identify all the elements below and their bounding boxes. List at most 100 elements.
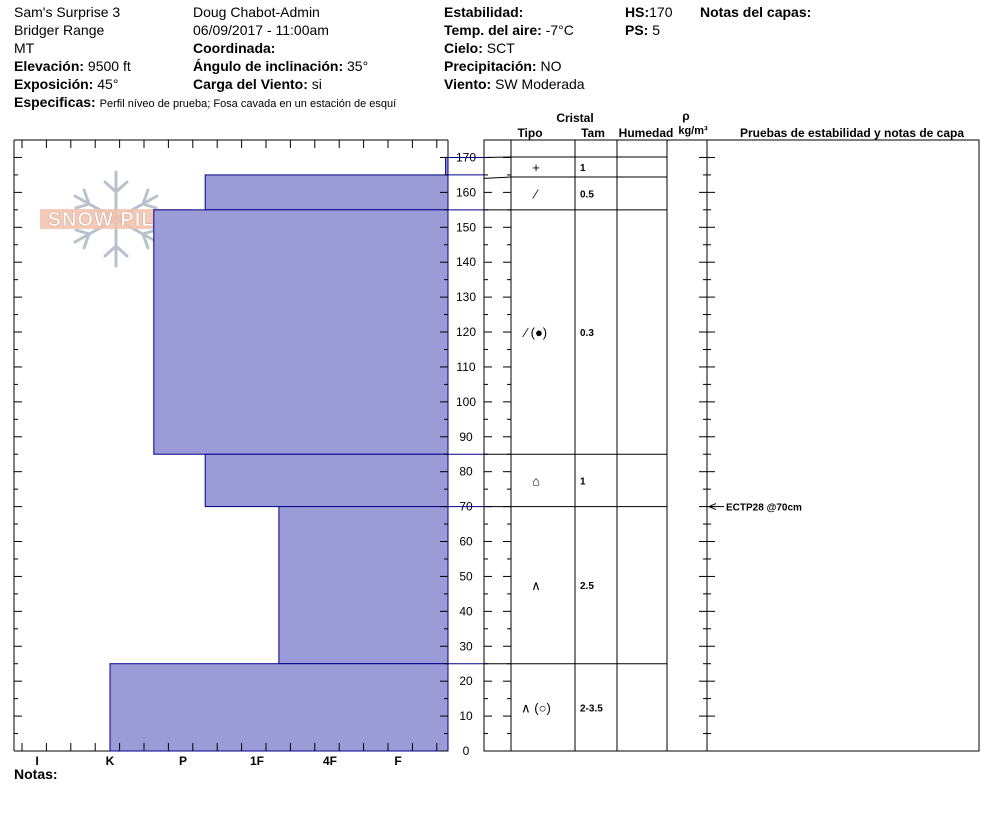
wind-value: SW Moderada	[495, 76, 585, 92]
grain-type-symbol: ⁄ (●)	[522, 325, 547, 340]
test-arrow-head	[707, 503, 717, 511]
grain-size-label: 0.3	[580, 328, 594, 339]
layer-link	[483, 176, 512, 179]
layer-details: +1 ⁄ 0.5 ⁄ (●) 0.3 ⌂ 1 ∧ 2.5 ∧ (○) 2-3.5	[521, 160, 603, 715]
grain-type-symbol: ⌂	[532, 473, 540, 488]
depth-tick-label: 120	[456, 325, 476, 339]
depth-tick-label: 0	[463, 744, 470, 758]
col-density-symbol: ρ	[682, 109, 689, 123]
hardness-tick-label: F	[394, 754, 401, 768]
slope-label: Ángulo de inclinación:	[193, 58, 344, 74]
depth-tick-label: 30	[459, 639, 473, 653]
hardness-bar	[278, 506, 449, 665]
aspect-value: 45°	[97, 76, 119, 92]
depth-tick-label: 50	[459, 569, 473, 583]
state-name: MT	[14, 40, 35, 56]
specifics: Especificas: Perfil níveo de prueba; Fos…	[14, 94, 396, 112]
hardness-bar	[109, 663, 449, 752]
hardness-tick-label: 1F	[250, 754, 264, 768]
col-density-unit: kg/m³	[678, 125, 708, 137]
depth-tick-label: 140	[456, 255, 476, 269]
hardness-tick-label: 4F	[323, 754, 337, 768]
depth-axis: 0102030405060708090100110120130140150160…	[14, 150, 715, 758]
hardness-bar	[445, 156, 449, 176]
aspect: Exposición: 45°	[14, 76, 118, 92]
site-name: Sam's Surprise 3	[14, 4, 121, 20]
hs: HS:170	[625, 4, 672, 20]
test-label: ECTP28 @70cm	[726, 503, 802, 514]
grain-type-symbol: ⁄	[532, 186, 539, 201]
air-temp-value: -7°C	[545, 22, 574, 38]
elevation: Elevación: 9500 ft	[14, 58, 131, 74]
depth-tick-label: 60	[459, 535, 473, 549]
depth-tick-label: 150	[456, 220, 476, 234]
hs-label: HS:	[625, 4, 650, 20]
notes-label: Notas:	[14, 766, 58, 782]
datetime: 06/09/2017 - 11:00am	[193, 22, 329, 38]
grain-type-symbol: ∧	[531, 578, 541, 593]
layer-boundaries	[448, 156, 667, 665]
grain-type-symbol: ∧ (○)	[521, 700, 551, 715]
specifics-label: Especificas:	[14, 94, 96, 110]
grain-size-label: 1	[580, 163, 586, 174]
grain-size-label: 2-3.5	[580, 703, 603, 714]
stability-label: Estabilidad:	[444, 4, 524, 20]
ps-value: 5	[652, 22, 661, 38]
precip-value: NO	[540, 58, 562, 74]
col-size: Tam	[581, 126, 605, 140]
wind-load-label: Carga del Viento:	[193, 76, 308, 92]
depth-tick-label: 40	[459, 604, 473, 618]
wind-load-value: si	[311, 76, 322, 92]
col-moisture: Humedad	[619, 126, 674, 140]
col-crystal: Cristal	[556, 111, 593, 125]
hardness-bar	[204, 174, 449, 211]
stability-tests: ECTP28 @70cm	[707, 503, 802, 514]
hardness-tick-label: K	[106, 754, 115, 768]
ps: PS: 5	[625, 22, 660, 38]
wind-label: Viento:	[444, 76, 492, 92]
range-name: Bridger Range	[14, 22, 105, 38]
aspect-label: Exposición:	[14, 76, 94, 92]
wind: Viento: SW Moderada	[444, 76, 585, 92]
sky-label: Cielo:	[444, 40, 483, 56]
logo-text: SNOW PILOT	[48, 209, 185, 231]
depth-tick-label: 80	[459, 465, 473, 479]
sky: Cielo: SCT	[444, 40, 515, 56]
hardness-bar	[204, 453, 449, 508]
col-tests: Pruebas de estabilidad y notas de capa	[740, 126, 964, 140]
precip: Precipitación: NO	[444, 58, 561, 74]
observer: Doug Chabot-Admin	[193, 4, 320, 20]
slope: Ángulo de inclinación: 35°	[193, 58, 368, 74]
hs-value: 170	[649, 4, 673, 20]
col-type: Tipo	[517, 126, 542, 140]
depth-tick-label: 160	[456, 185, 476, 199]
depth-tick-label: 100	[456, 395, 476, 409]
coord-label: Coordinada:	[193, 40, 276, 56]
wind-load: Carga del Viento: si	[193, 76, 322, 92]
hardness-axis: I K P 1F 4F F	[21, 140, 438, 768]
hardness-tick-label: P	[179, 754, 187, 768]
grain-size-label: 2.5	[580, 581, 594, 592]
depth-tick-label: 130	[456, 290, 476, 304]
slope-value: 35°	[347, 58, 369, 74]
depth-tick-label: 110	[456, 360, 475, 374]
ps-label: PS:	[625, 22, 649, 38]
grain-type-symbol: +	[532, 160, 540, 175]
sky-value: SCT	[486, 40, 515, 56]
depth-tick-label: 10	[459, 709, 473, 723]
elevation-label: Elevación:	[14, 58, 85, 74]
hardness-tick-label: I	[35, 754, 38, 768]
air-temp-label: Temp. del aire:	[444, 22, 542, 38]
elevation-value: 9500 ft	[87, 58, 131, 74]
specifics-value: Perfil níveo de prueba; Fosa cavada en u…	[99, 98, 397, 110]
hardness-bar	[153, 209, 449, 455]
layer-notes-label: Notas del capas:	[700, 4, 812, 20]
air-temp: Temp. del aire: -7°C	[444, 22, 574, 38]
grain-size-label: 0.5	[580, 189, 594, 200]
grain-size-label: 1	[580, 476, 586, 487]
hardness-bars	[109, 156, 449, 752]
depth-tick-label: 90	[459, 430, 473, 444]
depth-tick-label: 20	[459, 674, 473, 688]
precip-label: Precipitación:	[444, 58, 537, 74]
